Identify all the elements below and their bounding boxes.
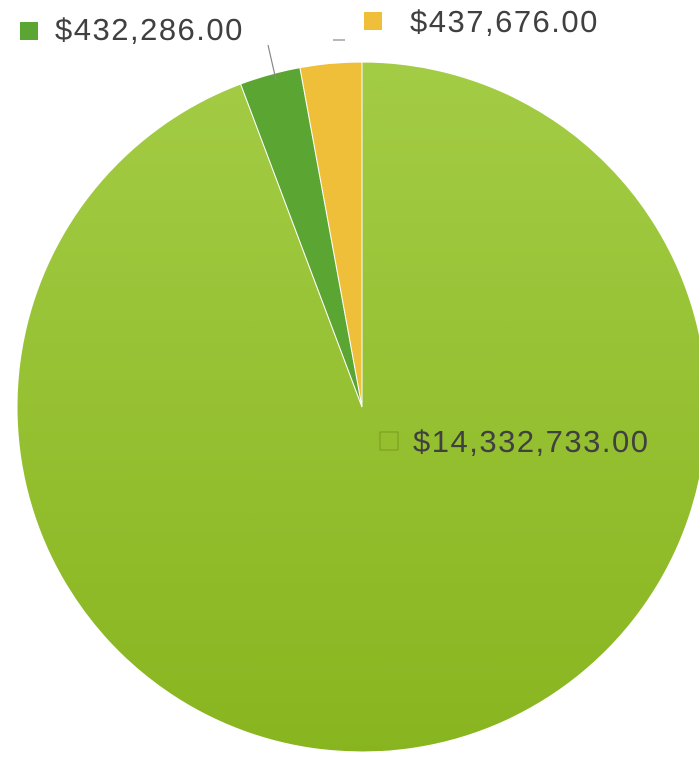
legend-swatch (379, 431, 399, 451)
data-label: $432,286.00 (55, 12, 244, 47)
leader-line (267, 44, 277, 81)
pie-slice (299, 61, 363, 408)
data-label: $14,332,733.00 (413, 424, 650, 459)
legend-swatch (20, 22, 38, 40)
data-label: $437,676.00 (410, 4, 599, 39)
legend-swatch (364, 12, 382, 30)
pie-slice (16, 61, 699, 753)
